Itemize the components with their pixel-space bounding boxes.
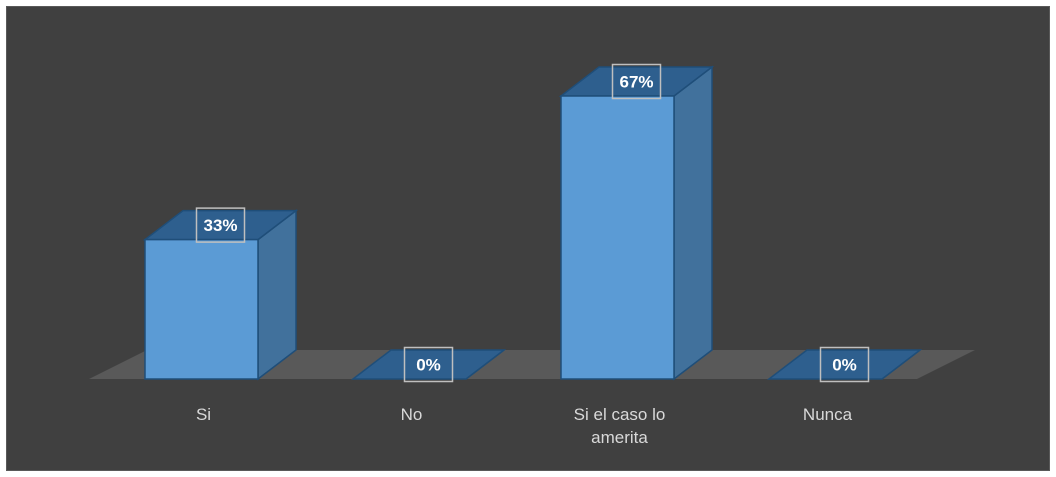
chart-floor-layer — [89, 350, 975, 379]
data-label-text: 33% — [203, 216, 237, 235]
bar — [766, 349, 923, 380]
bar-front-face — [144, 238, 259, 380]
bar-top-face — [350, 349, 507, 380]
bar — [142, 209, 299, 381]
bar-side-face — [673, 65, 713, 381]
data-label: 0% — [819, 346, 870, 383]
chart-area: 33% Si 0% No 67% Si el caso lo amerita 0% Nunca — [6, 6, 1050, 471]
data-label-box — [611, 63, 662, 100]
category-label: Si — [196, 405, 211, 424]
chart-floor — [89, 350, 975, 379]
category-label-line: Si el caso lo — [574, 405, 666, 424]
data-label-text: 0% — [416, 356, 441, 375]
category-label-line: Nunca — [803, 405, 853, 424]
bar-top-face — [766, 349, 923, 380]
data-label-text: 0% — [832, 356, 857, 375]
category-label: No — [401, 405, 423, 424]
data-label: 0% — [403, 346, 454, 383]
data-label-box — [819, 346, 870, 383]
category-label-line: No — [401, 405, 423, 424]
data-label-box — [403, 346, 454, 383]
bar — [350, 349, 507, 380]
data-label-box — [195, 207, 246, 243]
bar-front-face — [560, 95, 675, 380]
data-label: 67% — [611, 63, 662, 100]
data-label-text: 67% — [619, 73, 653, 92]
category-label: Si el caso lo amerita — [574, 405, 666, 447]
category-label: Nunca — [803, 405, 853, 424]
bar-chart: 33% Si 0% No 67% Si el caso lo amerita 0% Nunca — [89, 63, 975, 447]
bar — [558, 65, 715, 381]
data-label: 33% — [195, 207, 246, 243]
bars-layer — [142, 65, 923, 381]
category-label-line: Si — [196, 405, 211, 424]
category-label-line: amerita — [591, 428, 648, 447]
labels-layer: 33% Si 0% No 67% Si el caso lo amerita 0% Nunca — [195, 63, 870, 447]
